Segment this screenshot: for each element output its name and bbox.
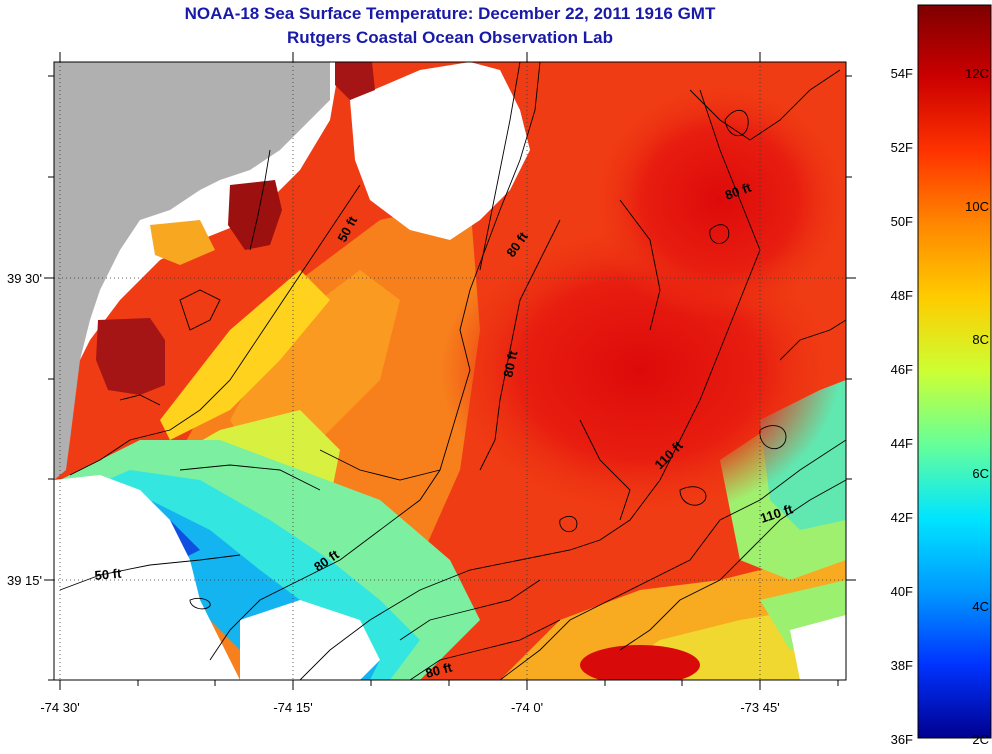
depth-label: 80 ft [500, 349, 520, 379]
x-tick-label: -74 30' [40, 700, 79, 715]
map-axis-labels: -74 30' -74 15' -74 0' -73 45' 39 30' 39… [7, 271, 780, 715]
colorbar-f-label: 42F [891, 510, 913, 525]
colorbar-c-labels: 12C 10C 8C 6C 4C 2C [965, 66, 989, 747]
map-ticks [44, 52, 856, 690]
depth-label: 50 ft [94, 566, 123, 583]
graticule [54, 62, 846, 680]
colorbar-c-label: 6C [972, 466, 989, 481]
colorbar-c-label: 8C [972, 332, 989, 347]
colorbar-f-label: 36F [891, 732, 913, 747]
colorbar-c-label: 10C [965, 199, 989, 214]
colorbar-f-label: 54F [891, 66, 913, 81]
depth-label: 80 ft [424, 659, 454, 681]
x-tick-label: -74 0' [511, 700, 543, 715]
colorbar: 54F 52F 50F 48F 46F 44F 42F 40F 38F 36F … [891, 4, 992, 747]
colorbar-f-label: 40F [891, 584, 913, 599]
colorbar-c-label: 4C [972, 599, 989, 614]
colorbar-gradient [917, 4, 992, 739]
y-tick-label: 39 15' [7, 573, 42, 588]
colorbar-f-labels: 54F 52F 50F 48F 46F 44F 42F 40F 38F 36F [891, 66, 913, 747]
map-area: 50 ft 50 ft 80 ft 80 ft 80 ft 80 ft 80 f… [54, 62, 846, 681]
colorbar-c-label: 12C [965, 66, 989, 81]
colorbar-f-label: 52F [891, 140, 913, 155]
x-tick-label: -74 15' [273, 700, 312, 715]
map-subtitle: Rutgers Coastal Ocean Observation Lab [287, 28, 613, 47]
colorbar-c-label: 2C [972, 732, 989, 747]
x-tick-label: -73 45' [740, 700, 779, 715]
colorbar-f-label: 46F [891, 362, 913, 377]
y-tick-label: 39 30' [7, 271, 42, 286]
colorbar-f-label: 48F [891, 288, 913, 303]
depth-contours [59, 62, 846, 680]
map-frame [53, 61, 847, 681]
colorbar-f-label: 38F [891, 658, 913, 673]
colorbar-f-label: 44F [891, 436, 913, 451]
colorbar-f-label: 50F [891, 214, 913, 229]
map-title: NOAA-18 Sea Surface Temperature: Decembe… [184, 4, 716, 23]
